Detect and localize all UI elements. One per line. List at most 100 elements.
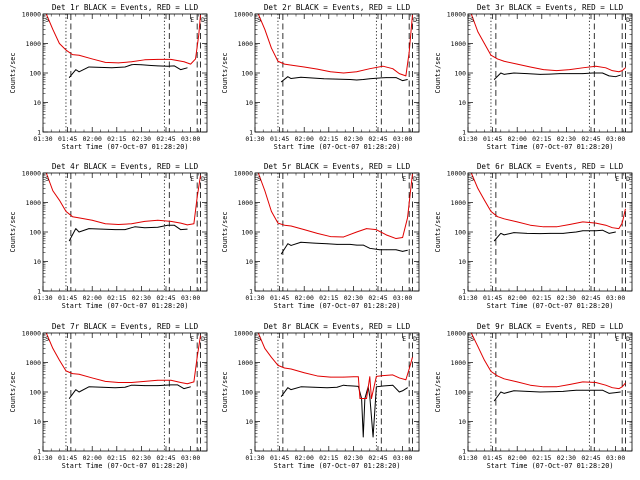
lld-series-line-point [170, 59, 172, 60]
events-series-line-point [88, 228, 90, 229]
events-series-line-point [602, 72, 603, 74]
lld-series-line-point [59, 359, 60, 361]
lld-series-line-point [131, 61, 132, 63]
lld-series-line-point [144, 380, 146, 382]
x-axis-label: Start Time (07-Oct-07 01:28:20) [274, 143, 401, 151]
lld-series-line-point [621, 222, 623, 224]
x-tick-label: 03:00 [393, 454, 412, 462]
events-series-line-point [177, 384, 178, 386]
lld-series-line-point [477, 346, 479, 347]
lld-series-line-point [605, 224, 607, 226]
events-series-line-point [608, 75, 610, 77]
y-tick-label: 1000 [451, 199, 467, 207]
x-tick-label: 01:30 [245, 454, 264, 462]
lld-series-line-point [196, 356, 198, 358]
x-axis-label: Start Time (07-Oct-07 01:28:20) [62, 143, 189, 151]
x-tick-label: 02:30 [557, 135, 576, 143]
x-tick-label: 02:30 [132, 135, 151, 143]
events-series-line-point [395, 77, 397, 78]
lld-series-line-point [402, 237, 403, 238]
x-axis-label: Start Time (07-Oct-07 01:28:20) [274, 302, 401, 310]
x-tick-label: 02:30 [557, 454, 576, 462]
events-series-line-point [402, 80, 403, 82]
marker-E: E [190, 16, 194, 24]
y-axis-label: Counts/sec [9, 372, 17, 413]
x-tick-label: 02:30 [557, 294, 576, 302]
panel-title: Det 7r BLACK = Events, RED = LLD [52, 322, 199, 331]
events-series-line-point [100, 67, 101, 68]
x-tick-label: 02:15 [319, 454, 338, 462]
x-tick-label: 02:30 [132, 294, 151, 302]
events-series-line-point [356, 79, 358, 81]
x-tick-label: 02:00 [508, 135, 527, 143]
lld-series-line [45, 333, 201, 385]
lld-series-line-point [200, 175, 201, 177]
panel-det-1: Det 1r BLACK = Events, RED = LLD 1 10 100 10… [9, 3, 208, 151]
plot-frame [254, 13, 420, 133]
events-series-line [280, 241, 408, 255]
events-series-line-point [595, 389, 597, 391]
x-tick-label: 01:45 [483, 454, 502, 462]
y-tick-label: 10000 [22, 10, 41, 18]
x-tick-label: 03:00 [606, 294, 625, 302]
events-series-line-point [131, 64, 132, 66]
y-tick-label: 1 [462, 447, 466, 455]
lld-series-line-point [376, 375, 377, 377]
lld-series-line-point [193, 381, 195, 383]
y-axis-label: Counts/sec [434, 372, 442, 413]
events-series-line-point [75, 389, 77, 391]
x-tick-label: 03:00 [181, 454, 200, 462]
x-axis-label: Start Time (07-Oct-07 01:28:20) [62, 302, 189, 310]
events-series-line-point [582, 230, 584, 232]
y-tick-label: 100 [241, 69, 253, 77]
lld-series-line-point [59, 43, 60, 44]
lld-series-line-point [595, 65, 597, 67]
events-series-line-point [134, 64, 136, 65]
lld-series-line-point [186, 224, 188, 226]
events-series-line-point [134, 384, 136, 386]
lld-series-line [470, 14, 626, 73]
lld-series-line-point [611, 227, 613, 229]
panel-det-4: Det 4r BLACK = Events, RED = LLD 1 10 100 10… [9, 162, 208, 310]
marker-E: E [615, 175, 619, 183]
lld-series-line-point [200, 14, 201, 16]
x-tick-label: 02:15 [107, 294, 126, 302]
start-marker-S: S [470, 16, 474, 24]
x-axis-label: Start Time (07-Oct-07 01:28:20) [274, 462, 401, 470]
events-series-line-point [372, 436, 374, 438]
lld-series-line-point [490, 54, 492, 56]
events-series-line-point [114, 387, 116, 389]
events-series-line-point [157, 385, 159, 386]
lld-series-line-point [366, 398, 367, 399]
y-tick-label: 100 [454, 69, 466, 77]
lld-series-line-point [52, 29, 54, 30]
lld-series-line-point [621, 386, 623, 388]
x-tick-label: 03:00 [393, 135, 412, 143]
lld-series-line-point [271, 211, 272, 212]
events-series-line-point [493, 240, 495, 242]
y-axis-label: Counts/sec [221, 53, 229, 94]
y-tick-label: 1000 [26, 40, 42, 48]
events-series-line-point [608, 232, 610, 234]
lld-series-line-point [104, 61, 106, 63]
events-series-line-point [144, 385, 146, 386]
lld-series-line-point [369, 376, 371, 378]
events-series-line-point [615, 76, 616, 78]
events-series-line-point [539, 391, 541, 393]
y-tick-label: 10 [245, 418, 253, 426]
lld-series-line-point [118, 62, 119, 64]
events-series-line-point [402, 390, 403, 392]
events-series-line-point [407, 79, 408, 80]
lld-series-line-point [78, 54, 80, 56]
events-series-line-point [313, 242, 315, 244]
x-tick-label: 03:00 [606, 135, 625, 143]
lld-series-line [470, 333, 626, 390]
events-series-line-point [346, 385, 348, 386]
events-series-line-point [503, 392, 505, 394]
events-series-line-point [620, 391, 621, 393]
panel-det-2: Det 2r BLACK = Events, RED = LLD 1 10 100 10… [221, 3, 420, 151]
events-series-line-point [369, 247, 371, 249]
lld-series-line-point [356, 231, 358, 233]
y-tick-label: 10 [33, 258, 41, 266]
